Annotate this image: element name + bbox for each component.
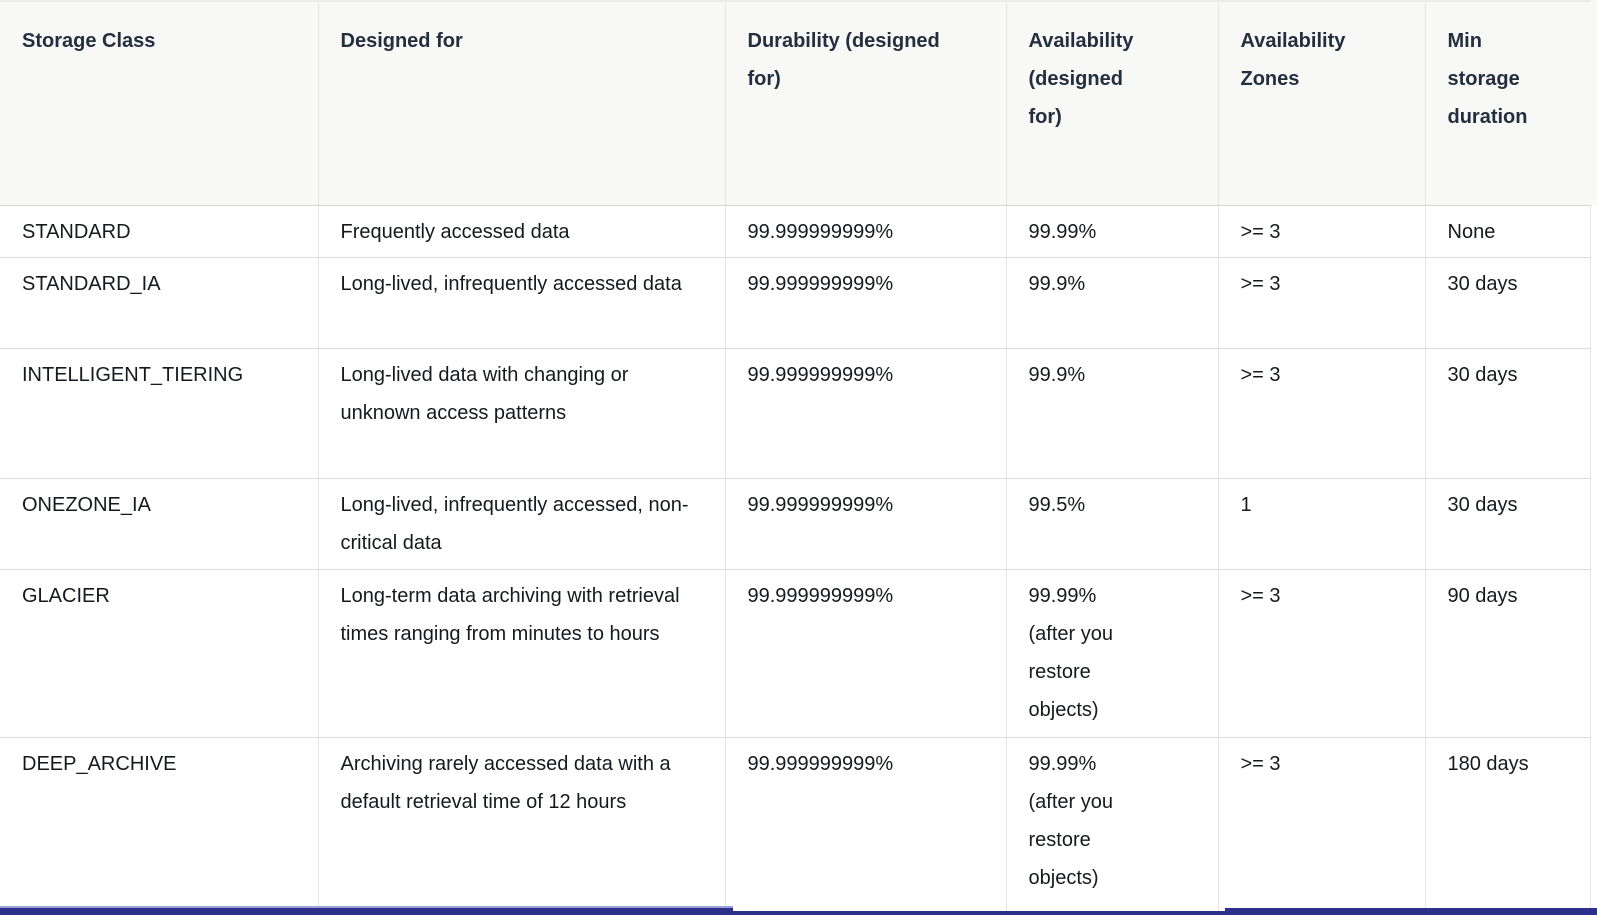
- cell-text: Frequently accessed data: [340, 220, 570, 243]
- cell-text: 99.99% (after you restore objects): [1028, 584, 1113, 721]
- cell-text: >= 3: [1240, 363, 1281, 386]
- header-label: Availability Zones: [1240, 30, 1346, 90]
- cell-min-duration: 30 days: [1425, 478, 1591, 570]
- cell-min-duration: 180 days: [1425, 737, 1591, 915]
- progress-bar-segment-right[interactable]: [1225, 908, 1597, 915]
- cell-text: >= 3: [1240, 752, 1281, 775]
- cell-text: GLACIER: [22, 584, 110, 607]
- cell-text: 99.999999999%: [747, 584, 894, 607]
- cell-availability: 99.9%: [1006, 257, 1219, 349]
- cell-text: ONEZONE_IA: [22, 493, 151, 516]
- header-label: Storage Class: [22, 30, 156, 52]
- cell-min-duration: 30 days: [1425, 348, 1591, 479]
- cell-text: 99.999999999%: [747, 493, 894, 516]
- progress-bar-segment-mid[interactable]: [733, 911, 1225, 915]
- cell-text: 99.9%: [1028, 272, 1086, 295]
- cell-min-duration: 30 days: [1425, 257, 1591, 349]
- cell-storage-class: DEEP_ARCHIVE: [0, 737, 319, 915]
- cell-availability-zones: >= 3: [1218, 737, 1426, 915]
- cell-availability: 99.5%: [1006, 478, 1219, 570]
- cell-text: 99.999999999%: [747, 752, 894, 775]
- cell-designed-for: Long-lived data with changing or unknown…: [318, 348, 726, 479]
- cell-text: Long-lived data with changing or unknown…: [340, 363, 629, 424]
- header-label: Availability (designed for): [1028, 30, 1134, 128]
- cell-designed-for: Long-lived, infrequently accessed data: [318, 257, 726, 349]
- cell-availability-zones: 1: [1218, 478, 1426, 570]
- cell-availability: 99.99% (after you restore objects): [1006, 737, 1219, 915]
- header-label: Min storage duration: [1447, 30, 1528, 128]
- cell-storage-class: STANDARD: [0, 205, 319, 258]
- table-row-deep-archive: DEEP_ARCHIVE Archiving rarely accessed d…: [0, 737, 1591, 915]
- cell-text: 90 days: [1447, 584, 1518, 607]
- header-label: Designed for: [340, 30, 463, 52]
- cell-storage-class: ONEZONE_IA: [0, 478, 319, 570]
- cell-text: 99.99%: [1028, 220, 1097, 243]
- cell-durability: 99.999999999%: [725, 257, 1007, 349]
- cell-text: 180 days: [1447, 752, 1529, 775]
- cell-text: 1: [1240, 493, 1252, 516]
- cell-min-duration: 90 days: [1425, 569, 1591, 738]
- cell-text: 30 days: [1447, 493, 1518, 516]
- cell-text: INTELLIGENT_TIERING: [22, 363, 244, 386]
- cell-availability-zones: >= 3: [1218, 348, 1426, 479]
- cell-text: 99.9%: [1028, 363, 1086, 386]
- header-availability-zones: Availability Zones: [1218, 0, 1426, 206]
- cell-text: 30 days: [1447, 363, 1518, 386]
- cell-text: >= 3: [1240, 220, 1281, 243]
- cell-storage-class: INTELLIGENT_TIERING: [0, 348, 319, 479]
- cell-designed-for: Archiving rarely accessed data with a de…: [318, 737, 726, 915]
- cell-text: >= 3: [1240, 272, 1281, 295]
- cell-text: Archiving rarely accessed data with a de…: [340, 752, 671, 813]
- cell-availability: 99.9%: [1006, 348, 1219, 479]
- cell-durability: 99.999999999%: [725, 569, 1007, 738]
- header-edge-sliver: [1590, 0, 1597, 205]
- table-row-standard-ia: STANDARD_IA Long-lived, infrequently acc…: [0, 257, 1591, 349]
- cell-storage-class: STANDARD_IA: [0, 257, 319, 349]
- cell-availability-zones: >= 3: [1218, 257, 1426, 349]
- cell-text: DEEP_ARCHIVE: [22, 752, 177, 775]
- cell-text: STANDARD_IA: [22, 272, 161, 295]
- table-header-row: Storage Class Designed for Durability (d…: [0, 0, 1591, 206]
- cell-durability: 99.999999999%: [725, 348, 1007, 479]
- cell-designed-for: Long-lived, infrequently accessed, non-c…: [318, 478, 726, 570]
- table-row-intelligent-tiering: INTELLIGENT_TIERING Long-lived data with…: [0, 348, 1591, 479]
- cell-availability: 99.99%: [1006, 205, 1219, 258]
- cell-text: 99.99% (after you restore objects): [1028, 752, 1113, 889]
- cell-durability: 99.999999999%: [725, 737, 1007, 915]
- cell-text: 99.999999999%: [747, 272, 894, 295]
- cell-min-duration: None: [1425, 205, 1591, 258]
- cell-storage-class: GLACIER: [0, 569, 319, 738]
- header-durability: Durability (designed for): [725, 0, 1007, 206]
- cell-availability-zones: >= 3: [1218, 205, 1426, 258]
- progress-bar-segment-left[interactable]: [0, 906, 733, 915]
- header-min-storage-duration: Min storage duration: [1425, 0, 1591, 206]
- cell-designed-for: Frequently accessed data: [318, 205, 726, 258]
- cell-text: 99.5%: [1028, 493, 1086, 516]
- cell-designed-for: Long-term data archiving with retrieval …: [318, 569, 726, 738]
- table-row-onezone-ia: ONEZONE_IA Long-lived, infrequently acce…: [0, 478, 1591, 570]
- cell-text: Long-lived, infrequently accessed, non-c…: [340, 493, 689, 554]
- cell-availability: 99.99% (after you restore objects): [1006, 569, 1219, 738]
- header-availability: Availability (designed for): [1006, 0, 1219, 206]
- cell-text: 99.999999999%: [747, 363, 894, 386]
- cell-text: 30 days: [1447, 272, 1518, 295]
- cell-text: STANDARD: [22, 220, 131, 243]
- header-label: Durability (designed for): [747, 30, 940, 90]
- cell-text: Long-term data archiving with retrieval …: [340, 584, 680, 645]
- table-row-standard: STANDARD Frequently accessed data 99.999…: [0, 205, 1591, 258]
- cell-text: >= 3: [1240, 584, 1281, 607]
- header-designed-for: Designed for: [318, 0, 726, 206]
- header-storage-class: Storage Class: [0, 0, 319, 206]
- cell-text: Long-lived, infrequently accessed data: [340, 272, 682, 295]
- cell-availability-zones: >= 3: [1218, 569, 1426, 738]
- cell-text: None: [1447, 220, 1496, 243]
- cell-durability: 99.999999999%: [725, 478, 1007, 570]
- cell-durability: 99.999999999%: [725, 205, 1007, 258]
- table-row-glacier: GLACIER Long-term data archiving with re…: [0, 569, 1591, 738]
- cell-text: 99.999999999%: [747, 220, 894, 243]
